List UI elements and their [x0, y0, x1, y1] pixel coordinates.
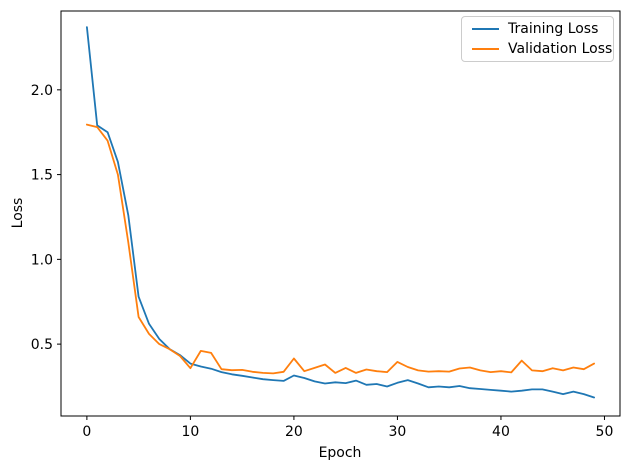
y-tick-label: 2.0	[31, 83, 53, 99]
legend-label: Training Loss	[508, 21, 599, 37]
x-tick-label: 30	[389, 424, 407, 440]
legend: Training Loss Validation Loss	[461, 16, 614, 62]
y-tick-label: 1.5	[31, 168, 53, 184]
validation-loss-line-swatch	[472, 48, 499, 50]
plot-spines	[60, 10, 621, 417]
y-tick-label: 0.5	[31, 337, 53, 353]
x-tick-label: 50	[596, 424, 614, 440]
x-tick-label: 20	[285, 424, 303, 440]
x-tick-label: 40	[492, 424, 510, 440]
x-axis-label: Epoch	[318, 445, 362, 461]
x-tick-label: 10	[181, 424, 199, 440]
legend-item-validation-loss: Validation Loss	[472, 39, 613, 59]
training-loss-line-swatch	[472, 28, 499, 30]
legend-label: Validation Loss	[508, 41, 613, 57]
legend-item-training-loss: Training Loss	[472, 19, 613, 39]
x-tick-label: 0	[82, 424, 91, 440]
y-axis-label: Loss	[10, 197, 26, 229]
training-loss-line	[86, 26, 595, 399]
validation-loss-line	[86, 123, 595, 375]
y-tick-label: 1.0	[31, 252, 53, 268]
